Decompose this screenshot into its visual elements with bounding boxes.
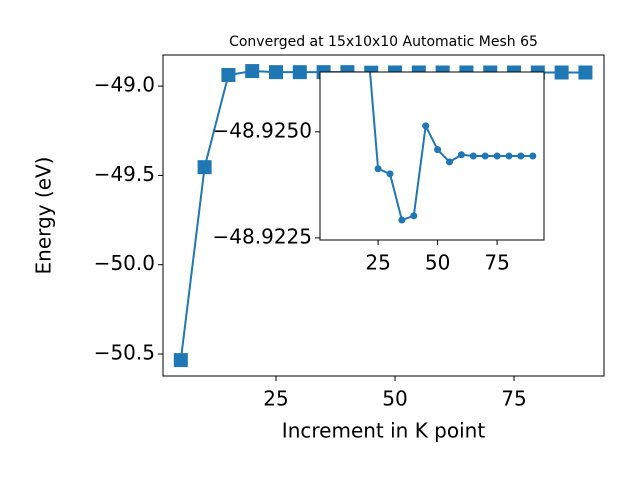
y-axis-label: Energy (eV) bbox=[32, 157, 56, 275]
marker bbox=[398, 216, 406, 224]
chart-title: Converged at 15x10x10 Automatic Mesh 65 bbox=[229, 34, 538, 50]
marker bbox=[221, 68, 236, 83]
marker bbox=[386, 170, 394, 178]
x-tick-label: 75 bbox=[484, 251, 509, 275]
y-tick-label: −48.9225 bbox=[213, 224, 312, 248]
marker bbox=[481, 152, 489, 160]
marker bbox=[269, 65, 284, 80]
marker bbox=[410, 212, 418, 220]
y-tick-label: −50.5 bbox=[94, 341, 155, 365]
y-tick-label: −50.0 bbox=[94, 251, 155, 275]
y-tick-label: −48.9250 bbox=[213, 118, 312, 142]
marker bbox=[578, 65, 593, 80]
marker bbox=[554, 65, 569, 80]
marker bbox=[292, 65, 307, 80]
x-tick-label: 50 bbox=[382, 387, 407, 411]
marker bbox=[445, 158, 453, 166]
axes-frame bbox=[162, 54, 605, 377]
marker bbox=[173, 353, 188, 368]
y-tick-label: −49.0 bbox=[94, 73, 155, 97]
marker bbox=[457, 151, 465, 159]
marker bbox=[517, 152, 525, 160]
x-axis-label: Increment in K point bbox=[282, 419, 486, 443]
y-tick-label: −49.5 bbox=[94, 162, 155, 186]
axes-frame bbox=[319, 71, 545, 241]
x-tick-label: 50 bbox=[425, 251, 450, 275]
marker bbox=[469, 152, 477, 160]
x-tick-label: 25 bbox=[263, 387, 288, 411]
marker bbox=[374, 165, 382, 173]
x-tick-label: 75 bbox=[501, 387, 526, 411]
plot-clip bbox=[363, 22, 537, 224]
x-tick-label: 25 bbox=[365, 251, 390, 275]
marker bbox=[197, 160, 212, 175]
marker bbox=[493, 152, 501, 160]
marker bbox=[505, 152, 513, 160]
marker bbox=[529, 152, 537, 160]
marker bbox=[422, 122, 430, 130]
marker bbox=[363, 22, 370, 29]
marker bbox=[245, 64, 260, 79]
marker bbox=[434, 146, 442, 154]
